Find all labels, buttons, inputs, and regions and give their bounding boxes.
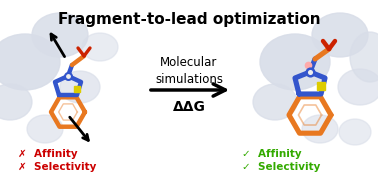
Ellipse shape (32, 13, 88, 57)
Ellipse shape (253, 84, 297, 120)
Ellipse shape (60, 71, 100, 103)
Text: ✓  Affinity: ✓ Affinity (242, 149, 302, 159)
Text: ✗  Selectivity: ✗ Selectivity (18, 162, 96, 172)
Ellipse shape (82, 33, 118, 61)
Text: Fragment-to-lead optimization: Fragment-to-lead optimization (58, 12, 320, 27)
Ellipse shape (339, 119, 371, 145)
Text: ✓  Selectivity: ✓ Selectivity (242, 162, 321, 172)
Ellipse shape (338, 69, 378, 105)
Ellipse shape (312, 13, 368, 57)
Text: Molecular
simulations: Molecular simulations (155, 56, 223, 86)
Ellipse shape (302, 115, 338, 143)
Text: ✗  Affinity: ✗ Affinity (18, 149, 77, 159)
Ellipse shape (27, 115, 63, 143)
Ellipse shape (350, 32, 378, 82)
Text: ΔΔG: ΔΔG (173, 100, 205, 114)
Ellipse shape (0, 84, 32, 120)
Ellipse shape (0, 34, 60, 90)
Ellipse shape (260, 34, 330, 90)
